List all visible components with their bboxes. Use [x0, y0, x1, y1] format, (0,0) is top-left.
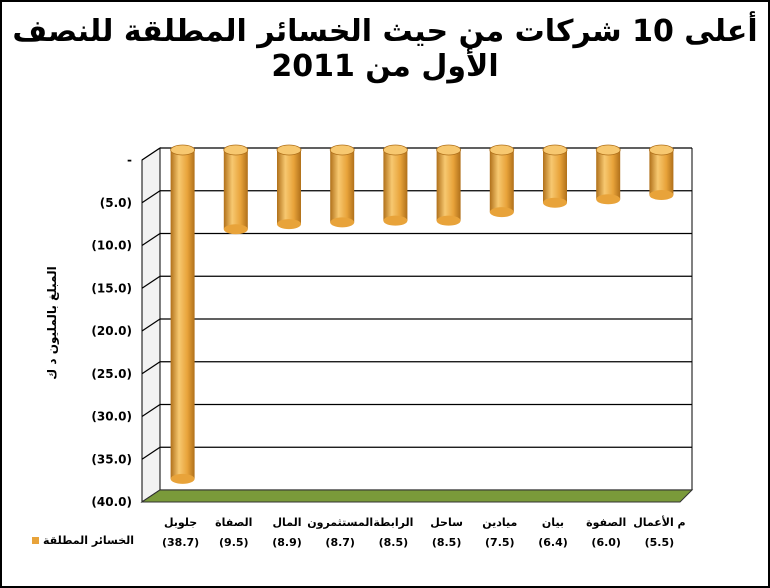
- x-category-label: الصفوة: [586, 516, 626, 529]
- y-tick-label: (20.0): [91, 324, 132, 338]
- gridline-side: [141, 318, 161, 332]
- bar-bottom-cap: [489, 207, 514, 218]
- bar-top-cap: [382, 144, 408, 156]
- bar: [223, 150, 248, 230]
- bar: [489, 150, 514, 213]
- gridline-side: [141, 361, 161, 375]
- bar: [436, 150, 461, 221]
- y-tick-label: (15.0): [91, 281, 132, 295]
- bar-top-cap: [542, 144, 568, 156]
- bar-bottom-cap: [543, 197, 567, 208]
- bar-top-cap: [329, 144, 355, 156]
- bar-top-cap: [170, 144, 196, 156]
- gridline-side: [141, 147, 161, 161]
- legend: الخسائر المطلقة: [32, 534, 134, 547]
- bar: [649, 150, 674, 196]
- x-category-label: بيان: [542, 516, 564, 529]
- bar-bottom-cap: [330, 217, 355, 228]
- data-label: (8.5): [432, 536, 462, 549]
- bar-top-cap: [649, 144, 674, 156]
- bar-bottom-cap: [277, 219, 301, 230]
- gridline-side: [141, 275, 161, 289]
- legend-swatch: [32, 537, 39, 544]
- data-label: (5.5): [645, 536, 675, 549]
- bar-bottom-cap: [170, 473, 195, 484]
- bar-bottom-cap: [223, 224, 248, 235]
- bar-bottom-cap: [649, 190, 674, 201]
- bar: [543, 150, 567, 203]
- bar-bottom-cap: [436, 215, 461, 226]
- y-tick-label: (35.0): [91, 452, 132, 466]
- x-category-label: المستثمرون: [307, 516, 373, 529]
- data-label: (6.0): [591, 536, 621, 549]
- x-category-label: المال: [273, 516, 302, 529]
- bar-top-cap: [436, 144, 462, 156]
- bar-top-cap: [595, 144, 621, 156]
- gridline-side: [141, 446, 161, 460]
- x-category-label: ساحل: [430, 516, 463, 529]
- data-label: (8.5): [379, 536, 409, 549]
- chart-title: أعلى 10 شركات من حيث الخسائر المطلقة للن…: [12, 14, 758, 84]
- bar-top-cap: [489, 144, 515, 156]
- x-category-label: جلوبل: [164, 516, 197, 529]
- bar: [170, 150, 195, 479]
- data-label: (6.4): [538, 536, 568, 549]
- bar-top-cap: [223, 144, 249, 156]
- bar: [277, 150, 301, 225]
- plot-floor: [140, 489, 694, 503]
- x-category-label: الصفاة: [215, 516, 252, 529]
- y-tick-label: (10.0): [91, 239, 132, 253]
- data-label: (38.7): [162, 536, 199, 549]
- bar-bottom-cap: [596, 194, 621, 205]
- x-category-label: ميادين: [482, 516, 517, 529]
- bar-bottom-cap: [383, 215, 408, 226]
- data-label: (9.5): [219, 536, 249, 549]
- x-category-label: م الأعمال: [633, 515, 685, 529]
- y-tick-label: (25.0): [91, 367, 132, 381]
- bar: [383, 150, 408, 221]
- bar: [596, 150, 621, 200]
- y-tick-label: -: [127, 153, 132, 167]
- gridline-side: [141, 233, 161, 246]
- legend-label: الخسائر المطلقة: [43, 534, 135, 547]
- y-tick-label: (5.0): [100, 196, 132, 210]
- gridline-side: [141, 404, 161, 417]
- x-category-label: الرابطة: [373, 516, 413, 529]
- bar: [330, 150, 355, 223]
- y-tick-label: (30.0): [91, 410, 132, 424]
- data-label: (8.7): [325, 536, 355, 549]
- y-tick-label: (40.0): [91, 495, 132, 509]
- data-label: (7.5): [485, 536, 515, 549]
- gridline-side: [141, 190, 161, 204]
- data-label: (8.9): [272, 536, 302, 549]
- bar-top-cap: [276, 144, 302, 156]
